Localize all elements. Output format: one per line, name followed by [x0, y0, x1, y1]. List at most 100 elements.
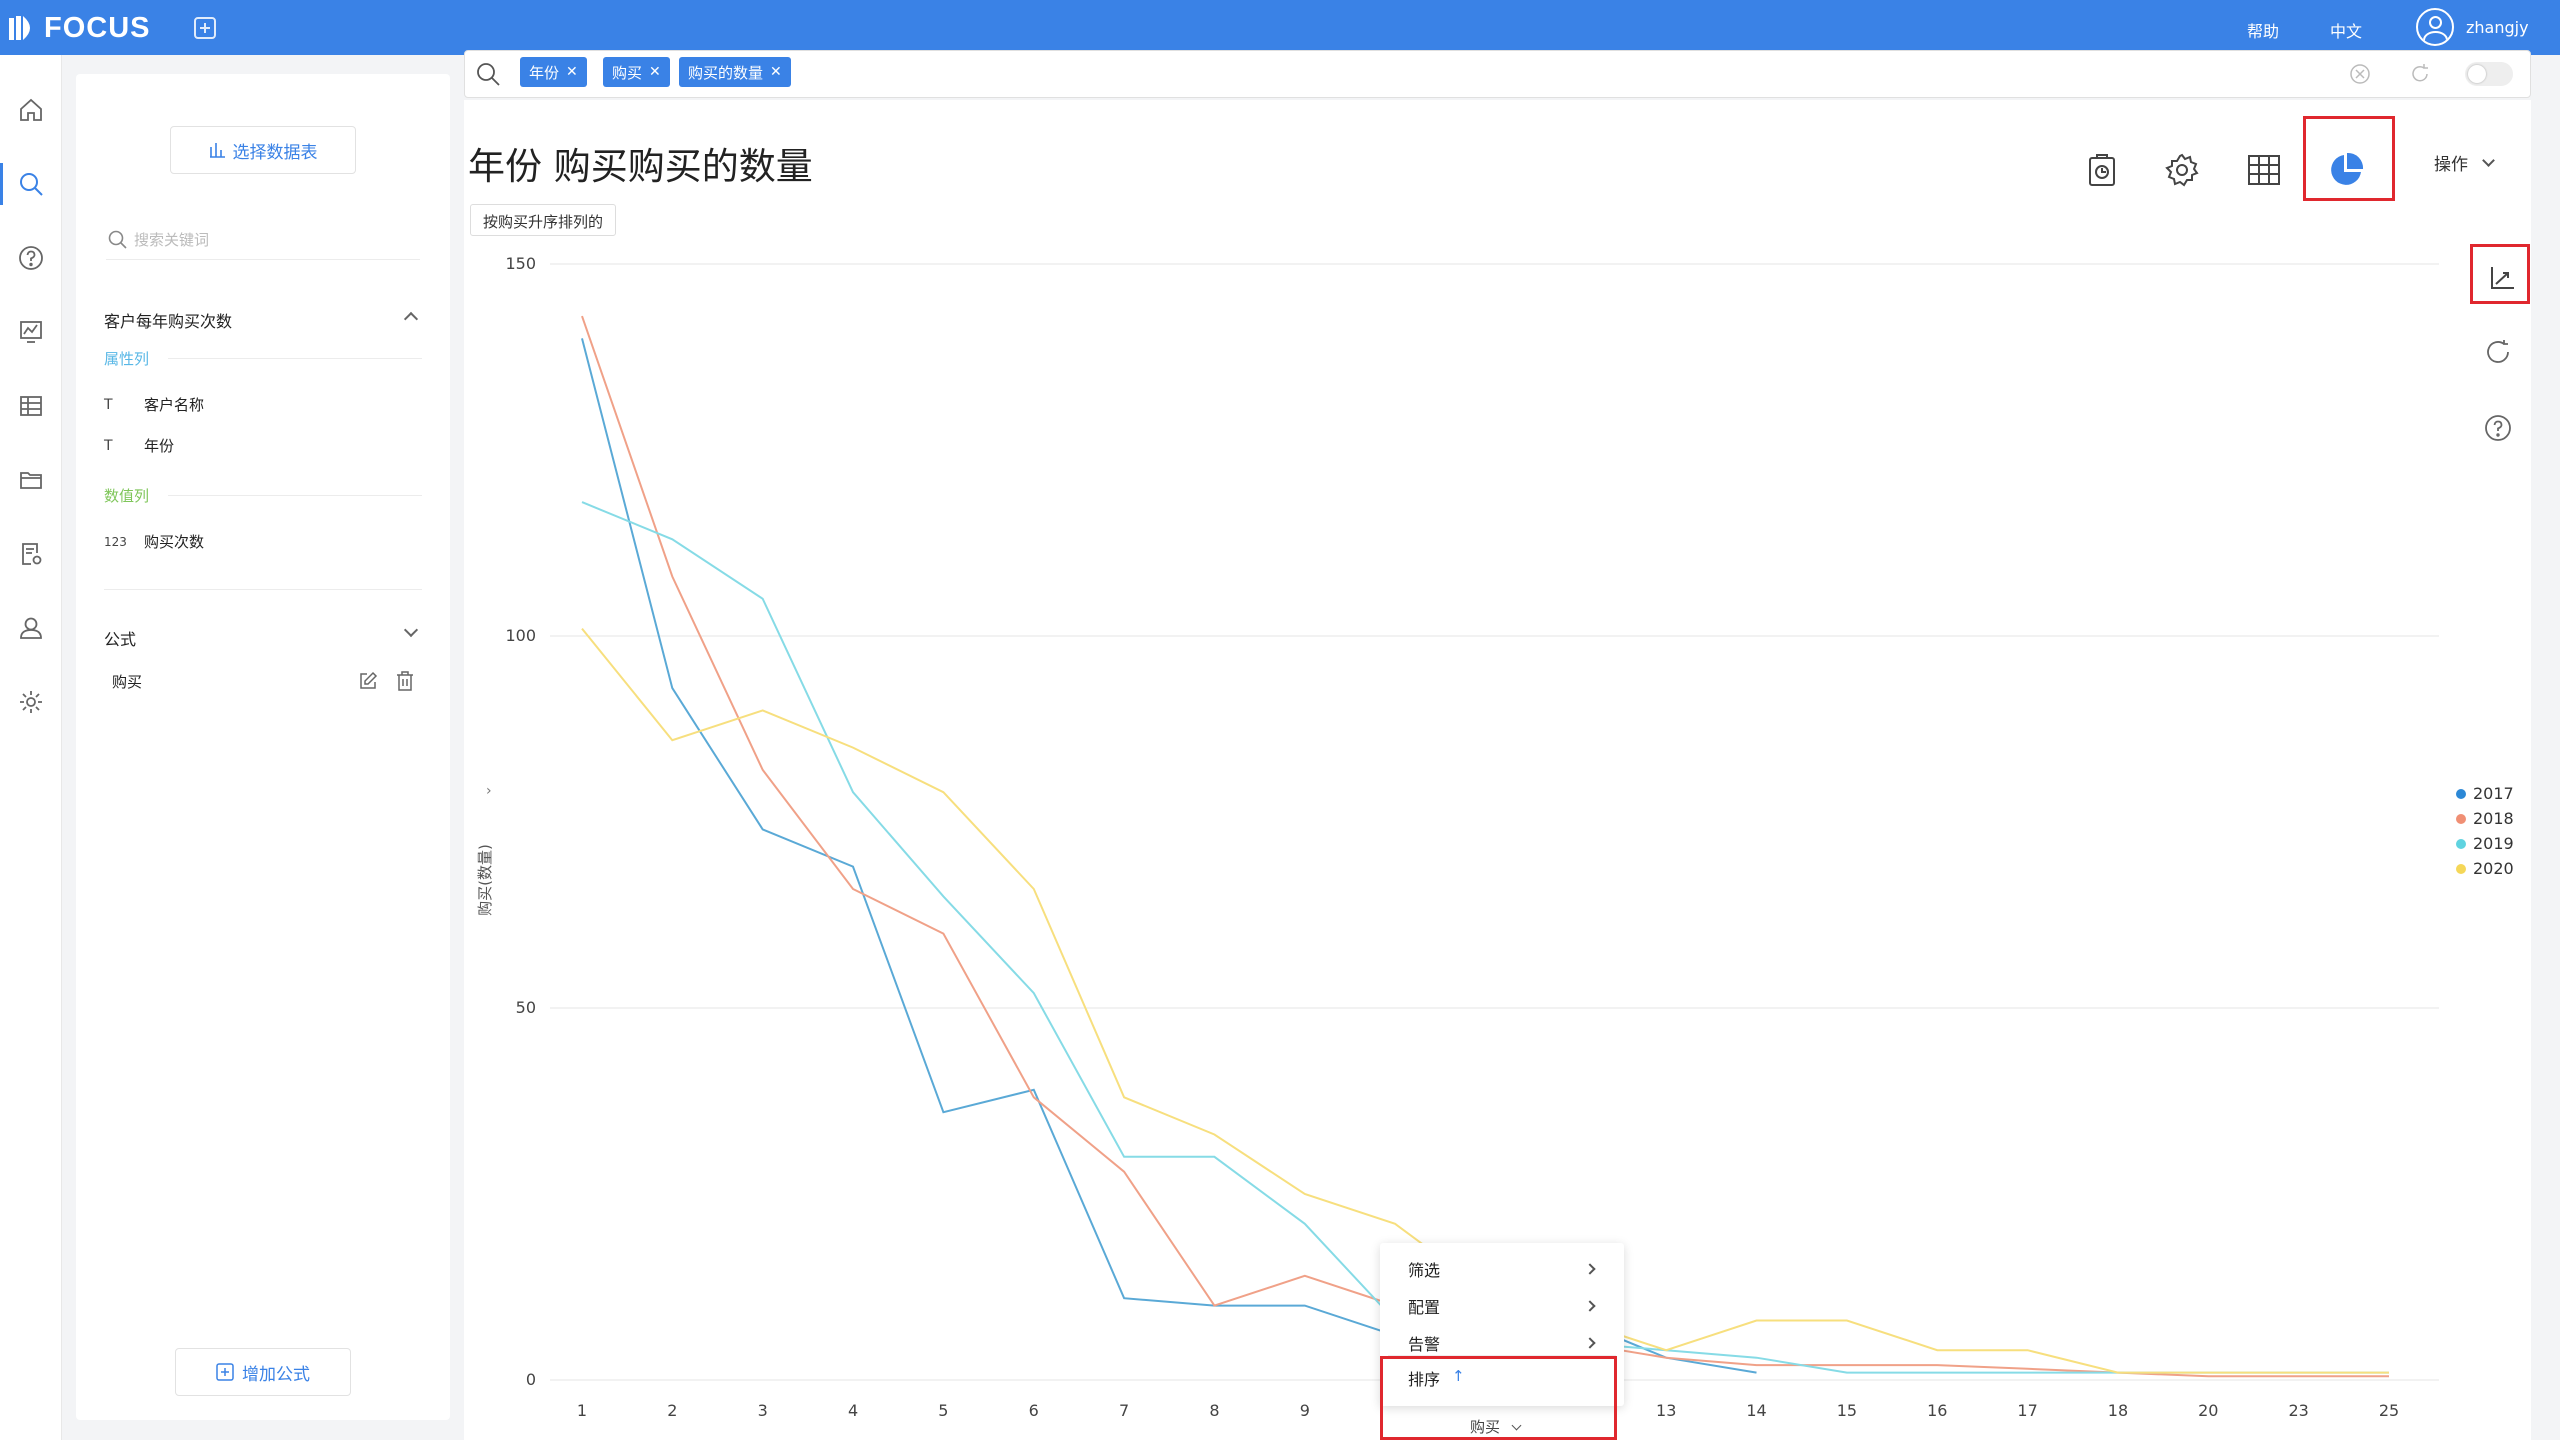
- y-tick-label: 150: [505, 254, 536, 273]
- settings-icon[interactable]: [0, 665, 62, 739]
- x-tick-label: 7: [1119, 1401, 1129, 1420]
- field-name: 购买次数: [144, 533, 205, 551]
- field-row[interactable]: T 客户名称: [104, 394, 204, 415]
- help-icon[interactable]: [2476, 406, 2520, 450]
- menu-item-alert[interactable]: 告警: [1408, 1335, 1441, 1354]
- x-tick-label: 14: [1746, 1401, 1766, 1420]
- add-formula-button[interactable]: 增加公式: [175, 1348, 351, 1396]
- chevron-down-icon[interactable]: [403, 622, 419, 638]
- edit-icon[interactable]: [358, 671, 378, 691]
- toggle-switch[interactable]: [2465, 62, 2513, 86]
- close-icon[interactable]: ✕: [770, 64, 782, 80]
- username[interactable]: zhangjy: [2466, 18, 2529, 37]
- user-icon[interactable]: [0, 591, 62, 665]
- legend-marker: [2456, 838, 2466, 849]
- series-line-2018[interactable]: [581, 315, 2389, 1378]
- keyword-search-input[interactable]: 搜索关键词: [106, 220, 420, 260]
- legend-item[interactable]: 2017: [2456, 784, 2514, 803]
- help-link[interactable]: 帮助: [2247, 22, 2280, 41]
- attribute-group-label: 属性列: [104, 350, 150, 368]
- home-icon[interactable]: [0, 73, 62, 147]
- logo-icon: [9, 16, 30, 40]
- operations-label: 操作: [2434, 155, 2468, 175]
- search-token[interactable]: 购买的数量 ✕: [679, 57, 791, 87]
- x-tick-label: 4: [848, 1401, 858, 1420]
- delete-icon[interactable]: [396, 671, 414, 691]
- legend-item[interactable]: 2018: [2456, 809, 2514, 828]
- y-tick-label: 100: [505, 626, 536, 645]
- sort-highlight: [1380, 1356, 1617, 1440]
- left-nav: [0, 55, 62, 1440]
- search-token[interactable]: 购买 ✕: [603, 57, 670, 87]
- close-icon[interactable]: ✕: [649, 64, 661, 80]
- x-tick-label: 8: [1209, 1401, 1219, 1420]
- add-formula-label: 增加公式: [242, 1364, 310, 1385]
- help-icon[interactable]: [0, 221, 62, 295]
- formula-title[interactable]: 公式: [104, 630, 137, 649]
- divider: [168, 495, 422, 496]
- chevron-down-icon: [1511, 1420, 1522, 1431]
- legend-marker: [2456, 813, 2466, 824]
- refresh-icon[interactable]: [2476, 330, 2520, 374]
- table-icon[interactable]: [0, 369, 62, 443]
- operations-menu[interactable]: 操作: [2434, 150, 2495, 175]
- divider: [168, 358, 422, 359]
- user-avatar-icon[interactable]: [2416, 8, 2454, 46]
- x-axis-label: 购买: [1470, 1418, 1501, 1436]
- legend-label: 2020: [2473, 859, 2514, 878]
- clear-icon[interactable]: [2349, 63, 2371, 85]
- formula-row[interactable]: 购买: [112, 671, 142, 692]
- legend-item[interactable]: 2019: [2456, 834, 2514, 853]
- menu-item-sort[interactable]: 排序: [1408, 1370, 1441, 1389]
- folder-icon[interactable]: [0, 443, 62, 517]
- report-icon[interactable]: [2072, 140, 2132, 200]
- axis-config-icon[interactable]: [2480, 256, 2524, 300]
- chevron-up-icon[interactable]: [403, 311, 419, 327]
- close-icon[interactable]: ✕: [566, 64, 578, 80]
- refresh-icon[interactable]: [2409, 63, 2431, 85]
- gear-icon[interactable]: [2152, 140, 2212, 200]
- legend-item[interactable]: 2020: [2456, 859, 2514, 878]
- table-view-icon[interactable]: [2234, 140, 2294, 200]
- search-bar[interactable]: 年份 ✕ 购买 ✕ 购买的数量 ✕: [464, 50, 2531, 98]
- logo-text: FOCUS: [44, 11, 151, 44]
- y-tick-label: 50: [516, 998, 536, 1017]
- new-tab-icon[interactable]: [194, 17, 216, 39]
- select-table-button[interactable]: 选择数据表: [170, 126, 356, 174]
- series-line-2017[interactable]: [581, 338, 1757, 1374]
- x-tick-label: 2: [667, 1401, 677, 1420]
- y-axis-chevron-icon[interactable]: ›: [486, 783, 492, 799]
- x-tick-label: 18: [2108, 1401, 2128, 1420]
- chevron-right-icon: [1584, 1337, 1596, 1349]
- x-axis-dropdown[interactable]: 购买: [1470, 1416, 1522, 1437]
- data-source-panel: 选择数据表 搜索关键词 客户每年购买次数 属性列 T 客户名称 T 年份 数值列…: [76, 74, 450, 1420]
- chevron-right-icon: [1584, 1300, 1596, 1312]
- menu-item-config[interactable]: 配置: [1408, 1298, 1441, 1317]
- pie-chart-icon[interactable]: [2316, 140, 2376, 200]
- axis-config-highlight: [2470, 244, 2530, 304]
- legend-label: 2018: [2473, 809, 2514, 828]
- divider: [1388, 1355, 1616, 1356]
- focus-logo[interactable]: FOCUS: [8, 12, 151, 44]
- field-name: 年份: [144, 437, 175, 455]
- search-icon: [477, 63, 500, 86]
- field-row[interactable]: T 年份: [104, 435, 174, 456]
- dataset-title[interactable]: 客户每年购买次数: [104, 312, 233, 331]
- top-bar: FOCUS 帮助 中文 zhangjy: [0, 0, 2560, 55]
- x-tick-label: 1: [577, 1401, 587, 1420]
- dashboard-icon[interactable]: [0, 295, 62, 369]
- language-switch[interactable]: 中文: [2330, 22, 2363, 41]
- field-row[interactable]: 123 购买次数: [104, 531, 204, 552]
- search-token[interactable]: 年份 ✕: [520, 57, 587, 87]
- x-tick-label: 20: [2198, 1401, 2218, 1420]
- bar-chart-icon: [209, 143, 225, 158]
- select-table-label: 选择数据表: [232, 142, 318, 163]
- token-label: 年份: [529, 63, 560, 82]
- legend-label: 2019: [2473, 834, 2514, 853]
- menu-item-filter[interactable]: 筛选: [1408, 1261, 1441, 1280]
- search-icon[interactable]: [0, 147, 62, 221]
- x-tick-label: 5: [938, 1401, 948, 1420]
- y-axis-label: 购买(数量): [476, 844, 494, 916]
- report-settings-icon[interactable]: [0, 517, 62, 591]
- sort-ascending-icon: ↑: [1452, 1367, 1465, 1385]
